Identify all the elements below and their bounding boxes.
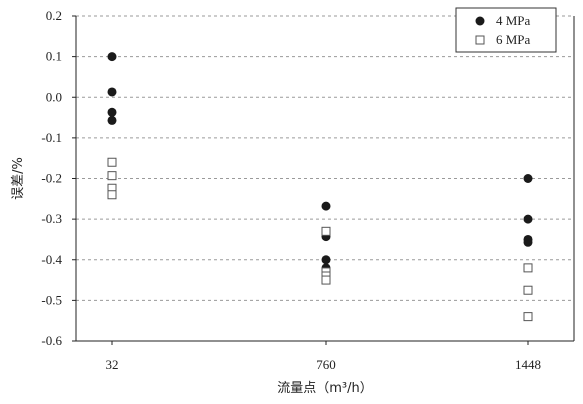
legend-box <box>455 7 557 53</box>
data-point-6mpa <box>523 312 533 322</box>
y-tick-label: -0.5 <box>41 292 62 307</box>
data-point-4mpa <box>523 174 533 183</box>
y-tick-label: -0.4 <box>41 252 62 267</box>
y-tick-label: 0.1 <box>46 49 62 64</box>
axes: 0.2 0.1 0.0 -0.1 -0.2 -0.3 -0.4 -0.5 -0.6 32 760 14… <box>11 8 575 396</box>
y-tick-label: -0.6 <box>41 333 62 348</box>
x-tick-label: 1448 <box>515 357 541 372</box>
data-point-4mpa <box>523 237 533 247</box>
y-axis-title: 误差/% <box>11 157 26 200</box>
x-axis-title: 流量点（m³/h） <box>277 381 373 396</box>
data-marks <box>107 52 533 322</box>
y-tick-label: -0.1 <box>41 130 62 145</box>
data-point-4mpa <box>321 201 331 211</box>
data-point-4mpa <box>107 87 117 97</box>
legend-marker-4mpa <box>475 16 485 26</box>
y-tick-label: 0.0 <box>46 89 62 104</box>
data-point-6mpa <box>107 157 117 167</box>
data-point-6mpa <box>107 190 117 200</box>
data-point-6mpa <box>523 285 533 295</box>
data-point-4mpa <box>321 255 331 265</box>
data-point-6mpa <box>321 275 331 285</box>
data-point-4mpa <box>107 52 117 62</box>
data-point-4mpa <box>107 115 117 125</box>
data-point-4mpa <box>107 107 117 117</box>
data-point-6mpa <box>107 171 117 181</box>
legend-label: 6 MPa <box>496 32 531 47</box>
legend: 4 MPa 6 MPa <box>455 7 557 53</box>
y-tick-label: -0.3 <box>41 211 62 226</box>
data-point-6mpa <box>523 263 533 273</box>
legend-marker-6mpa <box>475 35 485 45</box>
x-tick-label: 760 <box>316 357 336 372</box>
legend-label: 4 MPa <box>496 13 531 28</box>
y-tick-label: 0.2 <box>46 8 62 23</box>
y-tick-label: -0.2 <box>41 171 62 186</box>
data-point-4mpa <box>523 214 533 224</box>
data-point-6mpa <box>321 226 331 236</box>
x-tick-label: 32 <box>106 357 119 372</box>
